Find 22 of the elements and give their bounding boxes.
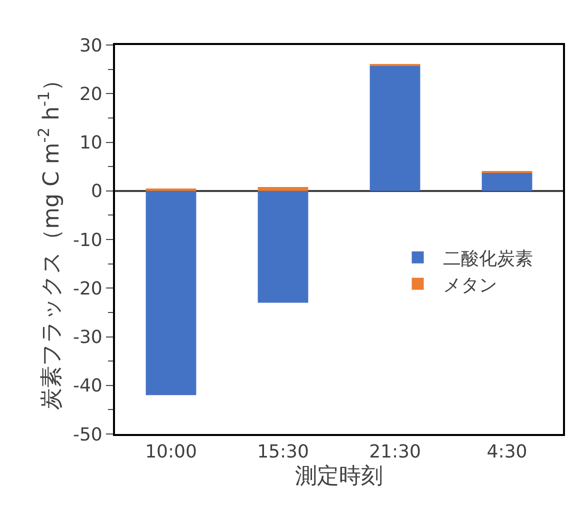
bar — [146, 188, 196, 191]
y-tick-label: -30 — [72, 327, 102, 348]
legend-label: メタン — [442, 274, 497, 296]
y-tick-label: -10 — [72, 230, 102, 251]
x-axis-title: 測定時刻 — [295, 464, 383, 489]
y-tick-label: 10 — [79, 132, 102, 154]
y-tick-label: -20 — [72, 278, 102, 300]
y-tick-label: -50 — [72, 424, 102, 446]
x-tick-label: 10:00 — [145, 442, 197, 463]
bar — [482, 172, 532, 191]
bar — [258, 190, 308, 303]
bar — [146, 190, 196, 396]
x-tick-label: 4:30 — [486, 442, 528, 463]
bar — [370, 65, 420, 191]
legend-label: 二酸化炭素 — [442, 248, 533, 270]
x-tick-label: 21:30 — [369, 442, 421, 463]
y-tick-label: -40 — [72, 376, 102, 397]
y-tick-label: 20 — [79, 84, 102, 105]
y-tick-label: 30 — [79, 35, 102, 56]
x-tick-label: 15:30 — [257, 442, 309, 463]
bar — [258, 186, 308, 191]
y-tick-label: 0 — [90, 181, 102, 202]
